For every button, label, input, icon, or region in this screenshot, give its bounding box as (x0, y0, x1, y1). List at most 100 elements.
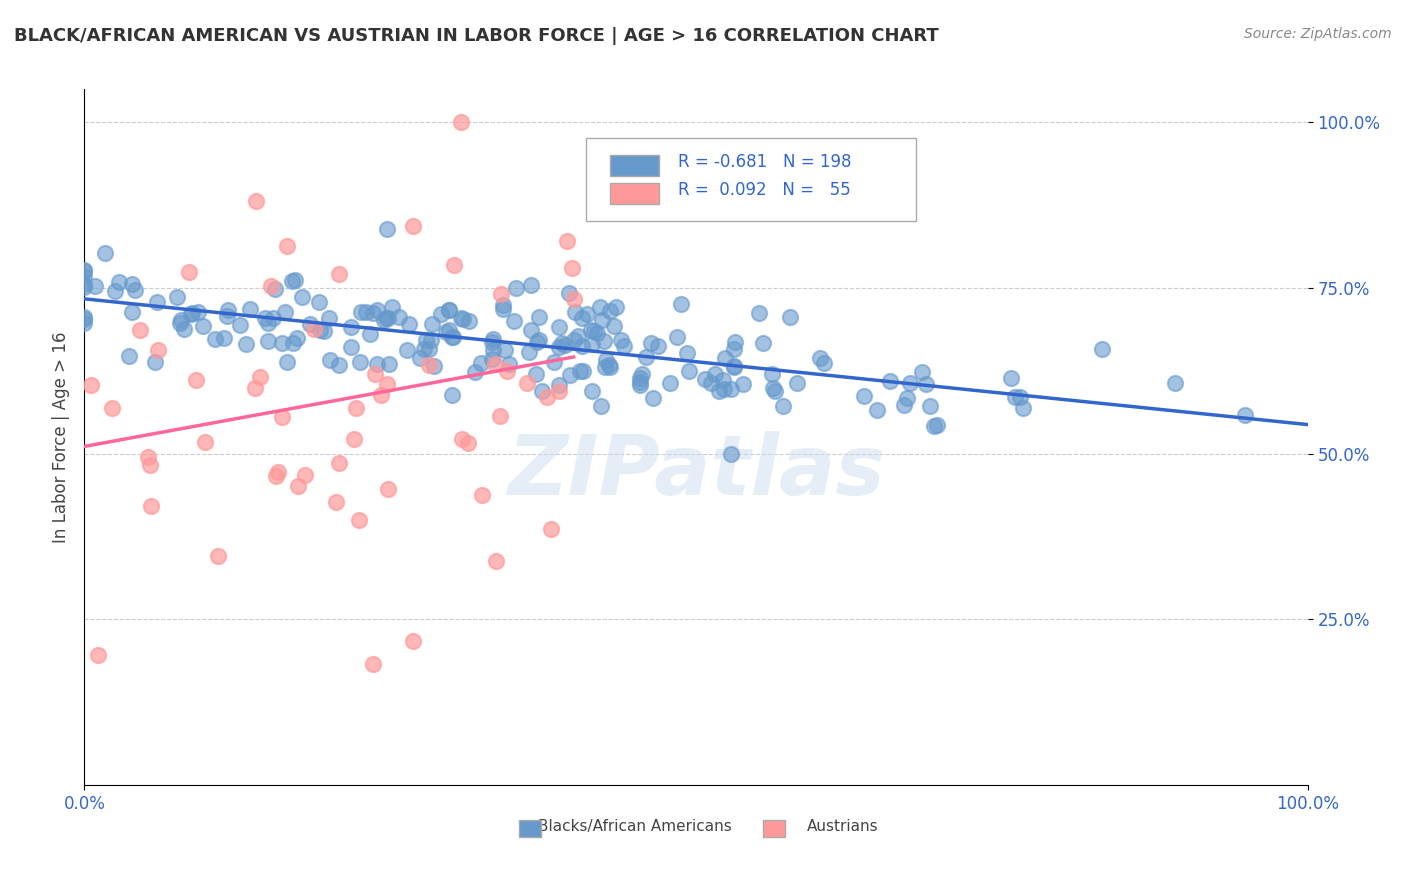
Point (270, 409, 292, 424)
Point (263, 282, 285, 296)
Point (270, 335, 292, 350)
Point (375, 222, 398, 236)
Point (786, 376, 808, 390)
Point (543, 354, 565, 368)
Point (693, 371, 716, 385)
Point (409, 351, 432, 365)
Point (121, 305, 143, 319)
Point (748, 306, 770, 320)
Point (613, 338, 636, 352)
Point (628, 375, 651, 389)
Point (481, 335, 503, 350)
Point (243, 380, 266, 394)
Point (309, 322, 332, 336)
Point (443, 258, 465, 272)
Point (640, 336, 662, 351)
Point (136, 450, 159, 464)
Point (204, 332, 226, 346)
Point (249, 369, 271, 384)
Point (308, 295, 330, 310)
Point (129, 323, 152, 337)
Point (808, 351, 831, 366)
Text: R = -0.681   N = 198: R = -0.681 N = 198 (678, 153, 851, 171)
Point (284, 273, 307, 287)
Point (344, 401, 367, 416)
Point (520, 323, 543, 337)
Point (502, 314, 524, 328)
Point (482, 343, 505, 357)
Text: ZIPatlas: ZIPatlas (508, 432, 884, 512)
Point (373, 313, 395, 327)
Point (761, 368, 783, 382)
Point (591, 313, 613, 327)
Point (524, 367, 547, 381)
Point (276, 239, 298, 253)
Point (287, 479, 309, 493)
Point (593, 334, 616, 348)
Point (678, 364, 700, 378)
Point (595, 353, 617, 368)
Point (217, 303, 239, 318)
Point (354, 304, 377, 318)
Point (262, 310, 284, 325)
Point (1012, 401, 1035, 415)
Point (496, 364, 519, 378)
Point (439, 323, 461, 337)
Point (451, 432, 474, 446)
Point (494, 343, 516, 357)
Point (312, 324, 335, 338)
Point (214, 331, 236, 345)
Point (398, 317, 420, 331)
FancyBboxPatch shape (586, 138, 917, 221)
Point (359, 327, 381, 342)
Point (669, 296, 692, 310)
Text: Blacks/African Americans: Blacks/African Americans (538, 819, 731, 834)
Point (470, 356, 492, 370)
Point (73, 263, 96, 277)
Point (375, 311, 398, 326)
Point (675, 346, 697, 360)
Point (714, 351, 737, 365)
Point (911, 365, 934, 379)
Point (191, 318, 214, 333)
Point (492, 298, 515, 312)
Point (280, 274, 302, 288)
Point (647, 339, 669, 353)
Point (586, 326, 609, 341)
Point (720, 382, 742, 396)
Point (254, 310, 277, 325)
Point (101, 401, 124, 415)
Point (666, 330, 689, 344)
Point (548, 384, 571, 399)
Point (340, 319, 363, 334)
Point (724, 334, 747, 349)
Point (186, 373, 208, 387)
Point (143, 355, 166, 369)
Point (388, 310, 411, 324)
Point (366, 357, 388, 371)
Point (557, 286, 579, 301)
Point (915, 376, 938, 391)
Point (548, 378, 571, 392)
Point (492, 302, 515, 317)
Point (481, 351, 503, 366)
Point (430, 307, 453, 321)
Point (457, 435, 479, 450)
Point (73, 277, 96, 292)
Point (73, 310, 96, 325)
Point (927, 418, 949, 433)
Point (464, 365, 486, 379)
Point (599, 304, 621, 318)
Point (551, 336, 574, 351)
Point (107, 275, 129, 289)
Point (343, 432, 366, 446)
Point (377, 357, 399, 371)
Point (593, 359, 616, 374)
Point (731, 376, 754, 391)
Point (328, 359, 350, 373)
Point (73, 316, 96, 330)
Point (602, 319, 624, 334)
Point (328, 456, 350, 470)
Point (517, 345, 540, 359)
Point (325, 494, 347, 508)
